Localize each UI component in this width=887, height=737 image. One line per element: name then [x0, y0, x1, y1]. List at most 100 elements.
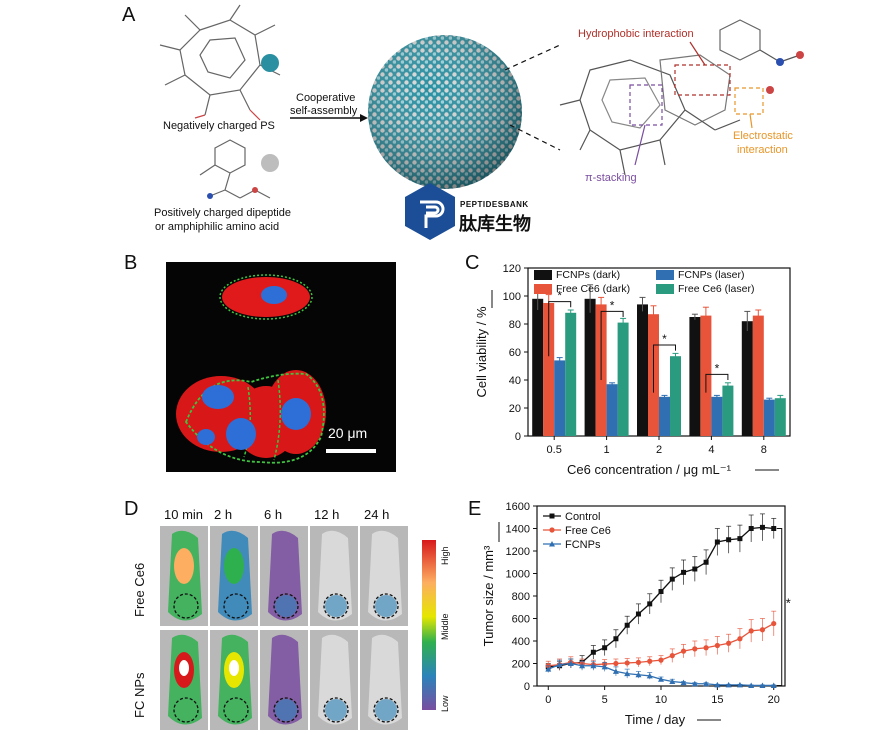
data-point [726, 537, 732, 543]
data-point [691, 680, 698, 687]
data-point [703, 645, 709, 651]
significance-bracket [600, 310, 624, 380]
significance-bracket [705, 373, 729, 393]
logo-text-cn: 肽库生物 [459, 214, 531, 234]
data-point [771, 526, 777, 531]
panel-label-d: D [124, 498, 139, 520]
tumor-circle [373, 593, 399, 619]
mouse-hotspot [224, 548, 244, 584]
x-tick-label: 15 [711, 694, 723, 706]
data-point [680, 679, 687, 686]
ps-sphere [261, 54, 279, 72]
colorbar [422, 540, 436, 710]
y-axis-label: Tumor size / mm³ [481, 545, 496, 646]
x-tick-label: 2 [656, 444, 662, 456]
tumor-signal [275, 595, 297, 617]
data-point [714, 681, 721, 688]
data-point [737, 636, 743, 642]
data-point [681, 569, 687, 575]
tumor-circle [273, 697, 299, 723]
bar [659, 396, 670, 436]
significance-star: * [715, 361, 720, 375]
scale-bar-label: 20 μm [328, 425, 368, 441]
electrostatic-label-2: interaction [737, 144, 788, 156]
data-point [635, 659, 642, 665]
data-point [692, 566, 698, 572]
x-tick-label: 0 [545, 694, 551, 706]
bar [565, 312, 577, 436]
dipeptide-sphere [261, 154, 279, 172]
data-point [748, 682, 755, 688]
peptidesbank-logo [405, 183, 455, 240]
legend-label: Control [565, 511, 600, 523]
panel-label-e: E [468, 498, 482, 520]
data-point [714, 539, 720, 545]
data-point [646, 672, 653, 679]
legend-label: FCNPs (dark) [556, 269, 620, 281]
data-point [624, 670, 631, 677]
colorbar-high: High [440, 546, 450, 565]
data-point [748, 628, 754, 634]
scale-bar [326, 449, 376, 453]
tumor-circle [223, 593, 249, 619]
significance-star: * [557, 289, 562, 303]
y-tick-label: 800 [512, 591, 530, 603]
bar [689, 317, 701, 436]
significance-bracket [776, 528, 783, 686]
logo-text-en: PEPTIDESBANK [460, 200, 529, 209]
arrow-label-2: self-assembly [290, 105, 358, 117]
bar [543, 303, 555, 436]
x-tick-label: 1 [604, 444, 610, 456]
legend-swatch [534, 284, 552, 294]
data-point [759, 524, 765, 530]
legend-swatch [656, 270, 674, 280]
tumor-signal [325, 699, 347, 721]
tumor-signal [375, 699, 397, 721]
data-point [612, 668, 619, 674]
y-tick-label: 600 [512, 614, 530, 626]
x-tick-label: 4 [708, 444, 714, 456]
bar [637, 304, 648, 436]
data-point [613, 660, 619, 667]
y-tick-label: 400 [512, 636, 530, 648]
y-tick-label: 1400 [506, 524, 530, 536]
legend-marker [549, 527, 555, 533]
mouse-hotspot-core [179, 660, 189, 676]
panel-e-chart: 0 200 400 600 800 1000 1200 1400 1600 0 5 10 15 20 * Co… [481, 501, 791, 727]
data-point [579, 662, 586, 669]
data-point [680, 648, 687, 654]
y-tick-label: 1200 [506, 546, 530, 558]
bar [711, 396, 723, 436]
tumor-circle [323, 593, 349, 619]
y-tick-label: 1600 [506, 501, 530, 513]
legend-swatch [656, 284, 674, 294]
tumor-circle [173, 593, 199, 619]
hydrophobic-label: Hydrophobic interaction [578, 28, 694, 40]
dipeptide-label-2: or amphiphilic amino acid [155, 221, 280, 233]
colorbar-middle: Middle [440, 613, 450, 640]
dipeptide-molecule [199, 139, 271, 199]
data-point [725, 681, 732, 688]
data-point [714, 642, 720, 649]
panel-d-imaging [160, 526, 408, 730]
data-point [759, 627, 766, 633]
y-tick-label: 200 [512, 659, 530, 671]
legend-label: FCNPs (laser) [678, 269, 745, 281]
data-point [737, 536, 743, 542]
legend-marker [549, 541, 555, 547]
bar [774, 398, 786, 436]
data-point [726, 640, 732, 646]
x-tick-label: 10 [655, 694, 667, 706]
significance-bracket [548, 301, 572, 357]
electrostatic-label-1: Electrostatic [733, 130, 793, 142]
tumor-signal [375, 595, 397, 617]
data-point [567, 660, 574, 666]
data-point [771, 620, 777, 627]
tumor-circle [273, 593, 299, 619]
data-point [556, 661, 563, 668]
mouse-hotspot-core [229, 660, 239, 676]
data-point [635, 671, 642, 678]
time-label: 2 h [214, 507, 233, 522]
tumor-circle [323, 697, 349, 723]
significance-bracket [653, 344, 676, 393]
